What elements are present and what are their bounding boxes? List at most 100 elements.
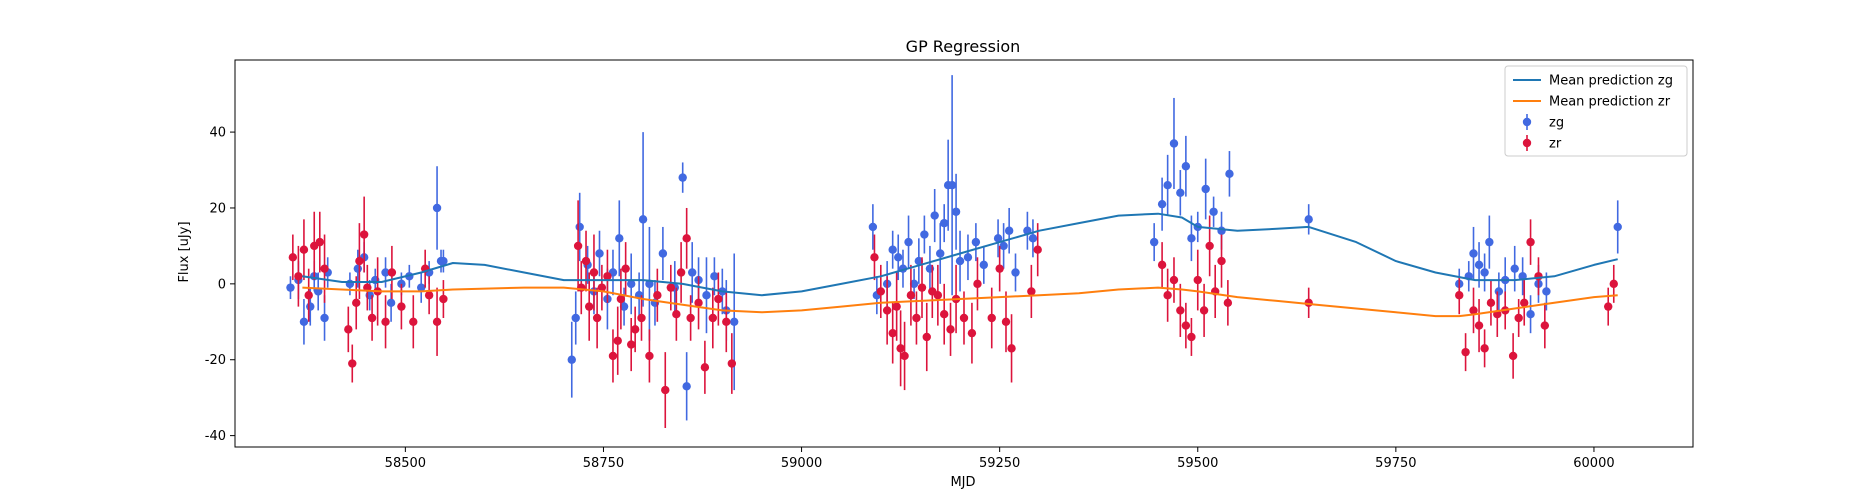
data-point	[439, 256, 448, 266]
data-point	[868, 222, 878, 232]
data-point	[1157, 260, 1167, 270]
data-point	[1540, 321, 1550, 330]
data-point	[294, 272, 303, 281]
data-point	[1004, 226, 1014, 235]
y-tick-label: 40	[209, 126, 226, 141]
data-point	[951, 207, 961, 216]
y-axis: -40 -20 0 20 40	[205, 126, 235, 444]
legend: Mean prediction zg Mean prediction zr zg zr	[1504, 65, 1688, 157]
legend-label: zg	[1549, 116, 1564, 131]
data-point	[1469, 306, 1478, 315]
data-point	[645, 351, 654, 361]
data-point	[882, 306, 892, 315]
data-point	[409, 317, 418, 326]
data-point	[1187, 234, 1196, 243]
data-point	[381, 268, 390, 277]
data-point	[1176, 188, 1185, 197]
data-point	[1157, 199, 1167, 209]
data-point	[1205, 241, 1214, 251]
data-point	[1486, 298, 1496, 308]
data-point	[904, 237, 913, 247]
data-point	[387, 268, 397, 277]
data-point	[1181, 162, 1191, 171]
data-point	[993, 234, 1003, 243]
data-point	[708, 313, 718, 323]
data-point	[914, 256, 924, 266]
data-point	[909, 279, 919, 289]
data-point	[286, 283, 295, 292]
data-point	[936, 249, 945, 258]
data-point	[672, 310, 681, 319]
data-point	[959, 313, 969, 323]
data-point	[1469, 249, 1478, 258]
data-point	[1304, 215, 1313, 224]
data-point	[1149, 237, 1159, 247]
data-point	[653, 291, 662, 300]
y-tick-label: -40	[205, 429, 226, 444]
data-point	[621, 264, 630, 273]
legend-label: Mean prediction zr	[1549, 95, 1671, 110]
y-tick-label: 20	[209, 201, 226, 216]
data-point	[626, 340, 636, 349]
data-point	[1508, 351, 1518, 361]
data-point	[1001, 317, 1011, 326]
data-point	[939, 310, 949, 319]
data-point	[592, 313, 602, 323]
data-point	[571, 313, 580, 323]
data-point	[686, 313, 695, 323]
data-point	[888, 245, 897, 254]
data-point	[573, 241, 583, 251]
data-point	[967, 328, 977, 338]
data-point	[661, 385, 670, 395]
x-axis-label: MJD	[950, 475, 975, 490]
data-point	[1163, 181, 1172, 190]
data-point	[1217, 256, 1226, 266]
data-point	[1033, 245, 1042, 254]
data-point	[615, 234, 624, 243]
data-point	[1485, 237, 1494, 247]
data-point	[353, 264, 363, 273]
data-point	[567, 355, 576, 364]
data-point	[912, 313, 921, 323]
series-zg	[286, 75, 1622, 421]
data-point	[367, 313, 377, 323]
data-point	[397, 302, 406, 311]
data-point	[947, 181, 957, 190]
data-point	[359, 230, 369, 239]
data-point	[1176, 306, 1185, 315]
data-point	[613, 336, 622, 345]
y-axis-label: Flux [uJy]	[177, 221, 192, 282]
data-point	[288, 253, 298, 262]
data-point	[345, 279, 355, 289]
plot-frame	[234, 59, 1694, 448]
data-point	[577, 283, 586, 292]
data-point	[424, 291, 434, 300]
data-point	[432, 203, 442, 213]
data-point	[1181, 321, 1191, 330]
x-tick-label: 59250	[979, 456, 1020, 471]
data-point	[658, 249, 668, 258]
data-point	[1461, 347, 1470, 357]
data-point	[971, 237, 981, 247]
x-tick-label: 58750	[583, 456, 624, 471]
data-point	[917, 283, 927, 292]
x-tick-label: 59500	[1177, 456, 1218, 471]
data-point	[626, 279, 636, 289]
data-point	[688, 268, 697, 277]
data-point	[597, 283, 607, 292]
data-point	[1520, 298, 1529, 308]
legend-marker-swatch	[1522, 138, 1532, 148]
data-point	[439, 294, 448, 304]
data-point	[355, 256, 364, 266]
data-point	[1494, 287, 1504, 296]
data-point	[432, 317, 442, 326]
data-point	[1225, 169, 1234, 179]
data-point	[320, 264, 329, 273]
data-point	[676, 268, 686, 277]
data-point	[939, 218, 949, 228]
y-tick-label: -20	[205, 353, 226, 368]
data-point	[710, 272, 719, 281]
data-point	[1604, 302, 1613, 311]
